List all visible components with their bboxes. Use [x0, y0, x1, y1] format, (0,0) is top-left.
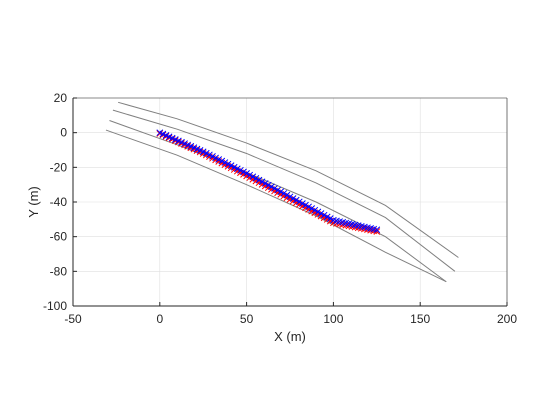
x-tick-label: 150 — [410, 312, 430, 326]
x-tick-label: 100 — [323, 312, 343, 326]
road-boundary-line-1 — [118, 101, 459, 258]
blue-x-marker — [373, 226, 381, 234]
y-tick-label: 0 — [60, 126, 67, 140]
blue-x-marker — [246, 171, 254, 179]
blue-x-marker — [261, 180, 269, 187]
road-boundary-line-2 — [112, 109, 456, 272]
blue-x-marker — [271, 185, 278, 192]
blue-x-marker — [308, 205, 316, 212]
y-tick-label: -40 — [50, 195, 68, 209]
blue-x-marker — [295, 198, 303, 206]
blue-x-marker — [326, 215, 334, 222]
blue-x-marker — [274, 186, 281, 194]
blue-x-marker — [243, 170, 250, 177]
y-tick-label: 20 — [54, 91, 68, 105]
blue-x-marker — [249, 173, 257, 181]
blue-x-marker — [292, 196, 300, 204]
blue-x-marker — [264, 181, 272, 189]
y-tick-label: -20 — [50, 160, 68, 174]
blue-x-marker — [314, 208, 322, 216]
blue-x-marker — [286, 193, 294, 201]
blue-x-marker — [299, 200, 306, 207]
x-tick-label: -50 — [64, 312, 82, 326]
blue-x-marker — [268, 183, 275, 191]
blue-x-marker — [255, 176, 263, 184]
blue-x-marker — [323, 213, 331, 221]
road-boundary-line-4 — [105, 129, 447, 283]
y-tick-label: -100 — [43, 299, 67, 313]
y-tick-label: -60 — [50, 230, 68, 244]
x-tick-label: 50 — [240, 312, 254, 326]
blue-x-marker — [289, 195, 297, 202]
blue-x-marker — [317, 210, 325, 217]
blue-x-marker — [252, 175, 260, 182]
road-boundary-line-3 — [109, 120, 447, 283]
blue-x-marker — [302, 201, 309, 209]
blue-x-marker — [320, 211, 328, 219]
y-tick-label: -80 — [50, 264, 68, 278]
blue-x-marker — [311, 206, 319, 214]
y-axis-label: Y (m) — [26, 186, 41, 218]
x-tick-label: 200 — [497, 312, 517, 326]
blue-x-marker — [283, 191, 291, 199]
blue-x-marker — [305, 203, 312, 211]
blue-x-marker — [277, 188, 285, 196]
x-axis-label: X (m) — [274, 329, 306, 344]
blue-x-marker — [258, 178, 266, 186]
x-tick-label: 0 — [156, 312, 163, 326]
blue-x-marker — [280, 190, 288, 197]
